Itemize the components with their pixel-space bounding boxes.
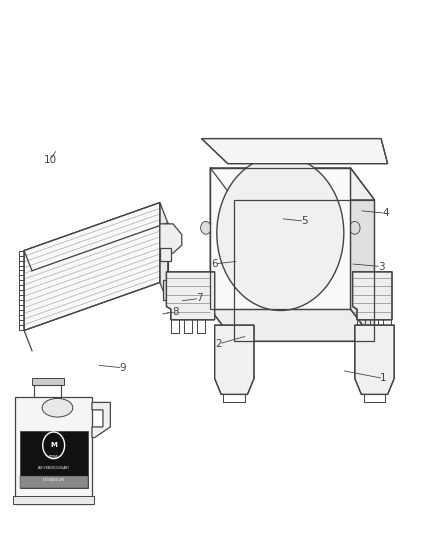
Polygon shape xyxy=(160,224,182,253)
Polygon shape xyxy=(210,168,350,309)
Text: 9: 9 xyxy=(119,363,126,373)
Text: 5: 5 xyxy=(301,216,308,226)
Text: 4: 4 xyxy=(382,208,389,218)
Bar xyxy=(15,397,92,504)
Text: 7: 7 xyxy=(196,294,203,303)
Text: 10: 10 xyxy=(44,155,57,165)
Circle shape xyxy=(201,222,211,235)
Polygon shape xyxy=(24,203,160,330)
Polygon shape xyxy=(355,325,394,394)
Bar xyxy=(20,477,88,488)
Polygon shape xyxy=(166,272,215,320)
Text: ANTI-FREEZE/COOLANT: ANTI-FREEZE/COOLANT xyxy=(38,466,70,470)
Polygon shape xyxy=(210,168,234,341)
Polygon shape xyxy=(215,325,254,394)
Polygon shape xyxy=(353,272,392,320)
Bar xyxy=(32,378,64,385)
Polygon shape xyxy=(210,168,374,200)
Polygon shape xyxy=(92,402,110,438)
Polygon shape xyxy=(210,309,374,341)
Text: MOPAR: MOPAR xyxy=(49,455,59,458)
Bar xyxy=(169,298,177,308)
Polygon shape xyxy=(163,280,171,300)
Bar xyxy=(13,496,94,504)
Circle shape xyxy=(217,156,344,310)
Text: 8: 8 xyxy=(172,307,179,317)
Polygon shape xyxy=(160,248,171,261)
Circle shape xyxy=(350,222,360,235)
Ellipse shape xyxy=(42,399,73,417)
Polygon shape xyxy=(201,139,388,164)
Text: EXTENDED LIFE: EXTENDED LIFE xyxy=(43,478,64,482)
Polygon shape xyxy=(350,168,374,341)
Text: M: M xyxy=(50,442,57,448)
Text: 6: 6 xyxy=(211,259,218,269)
Text: 2: 2 xyxy=(215,339,223,349)
Text: 3: 3 xyxy=(378,262,385,271)
Bar xyxy=(20,431,88,488)
Circle shape xyxy=(42,432,65,458)
Text: 1: 1 xyxy=(380,374,387,383)
Polygon shape xyxy=(160,203,168,303)
